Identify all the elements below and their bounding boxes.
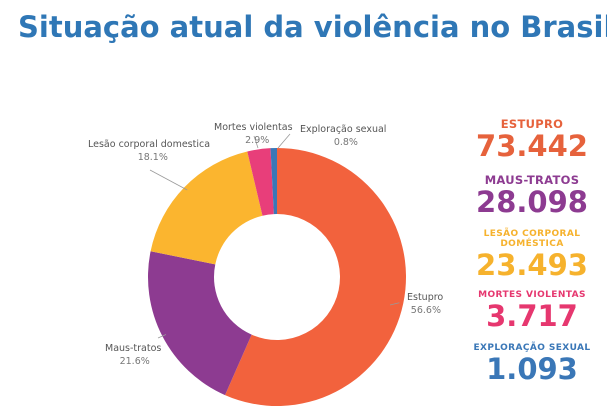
- slice-label-lesao-corporal-domestica: Lesão corporal domestica: [88, 139, 210, 150]
- stat-lesao-corporal: LESÃO CORPORAL DOMÉSTICA 23.493: [462, 229, 602, 281]
- chart-labels: Estupro 56.6% Maus-tratos 21.6% Lesão corpor…: [88, 122, 443, 367]
- leader-line-estupro: [389, 302, 400, 306]
- slice-estupro: [225, 148, 407, 406]
- slice-exploracao-sexual: [270, 148, 277, 215]
- slice-label-maus-tratos: Maus-tratos: [105, 343, 161, 354]
- stat-mortes-violentas: MORTES VIOLENTAS 3.717: [462, 290, 602, 332]
- stat-value-maus-tratos: 28.098: [476, 185, 588, 219]
- leader-line-mortes-violentas: [253, 135, 259, 149]
- stat-value-exploracao-sexual: 1.093: [486, 352, 578, 386]
- page-title: Situação atual da violência no Brasil: [18, 10, 607, 44]
- stat-label-mortes-violentas: MORTES VIOLENTAS: [478, 290, 586, 300]
- stat-estupro: ESTUPRO 73.442: [462, 118, 602, 162]
- slice-value-mortes-violentas: 2.9%: [245, 135, 269, 146]
- slice-label-mortes-violentas: Mortes violentas: [214, 122, 293, 133]
- stat-value-lesao-corporal: 23.493: [476, 248, 588, 282]
- stat-value-estupro: 73.442: [476, 129, 588, 163]
- stat-value-mortes-violentas: 3.717: [486, 299, 578, 333]
- stat-label-exploracao-sexual: EXPLORAÇÃO SEXUAL: [473, 343, 591, 353]
- stat-exploracao-sexual: EXPLORAÇÃO SEXUAL 1.093: [462, 343, 602, 385]
- stat-label-estupro: ESTUPRO: [500, 117, 564, 131]
- slice-value-lesao-corporal-domestica: 18.1%: [138, 152, 168, 163]
- leader-line-exploracao-sexual: [277, 133, 291, 149]
- slice-mortes-violentas: [247, 148, 274, 216]
- slice-lesao-corporal-domestica: [150, 151, 263, 265]
- stat-label-lesao-corporal: LESÃO CORPORAL DOMÉSTICA: [483, 229, 581, 249]
- slice-value-estupro: 56.6%: [411, 305, 441, 316]
- stat-maus-tratos: MAUS-TRATOS 28.098: [462, 174, 602, 218]
- slice-value-maus-tratos: 21.6%: [120, 356, 150, 367]
- stat-label-maus-tratos: MAUS-TRATOS: [484, 173, 580, 187]
- leader-line-lesao-corporal-domestica: [149, 169, 188, 191]
- chart-slices: [148, 148, 407, 406]
- slice-value-exploracao-sexual: 0.8%: [334, 137, 358, 148]
- slice-maus-tratos: [148, 251, 252, 396]
- slice-label-estupro: Estupro: [407, 292, 443, 303]
- leader-line-maus-tratos: [157, 334, 167, 339]
- slice-label-exploracao-sexual: Exploração sexual: [300, 124, 386, 135]
- stats-panel: ESTUPRO 73.442 MAUS-TRATOS 28.098 LESÃO …: [462, 118, 602, 385]
